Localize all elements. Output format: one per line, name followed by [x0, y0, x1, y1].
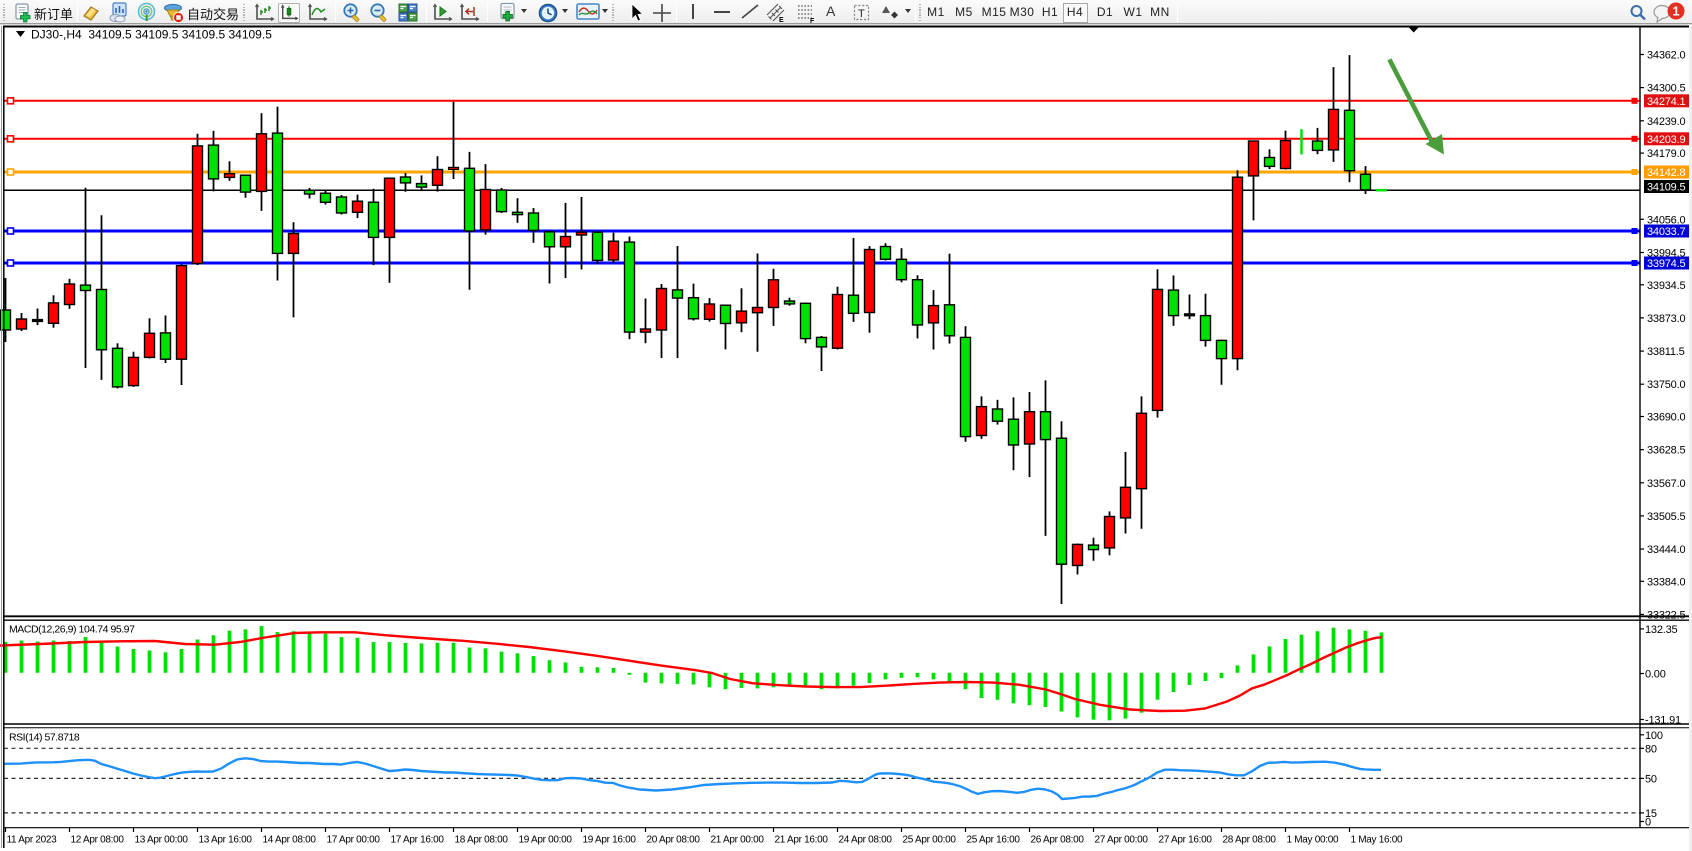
- svg-text:33444.0: 33444.0: [1647, 544, 1685, 556]
- svg-text:34203.9: 34203.9: [1647, 134, 1685, 146]
- svg-text:34362.0: 34362.0: [1647, 50, 1685, 62]
- svg-text:1 May 00:00: 1 May 00:00: [1287, 835, 1339, 846]
- svg-text:-131.91: -131.91: [1645, 715, 1681, 727]
- svg-text:21 Apr 16:00: 21 Apr 16:00: [775, 835, 829, 846]
- svg-text:33750.0: 33750.0: [1647, 379, 1685, 391]
- svg-text:E: E: [779, 17, 784, 24]
- svg-text:80: 80: [1645, 743, 1657, 755]
- svg-text:34056.0: 34056.0: [1647, 214, 1685, 226]
- svg-text:33567.0: 33567.0: [1647, 478, 1685, 490]
- svg-text:28 Apr 08:00: 28 Apr 08:00: [1223, 835, 1277, 846]
- svg-text:34300.5: 34300.5: [1647, 83, 1685, 95]
- svg-text:17 Apr 00:00: 17 Apr 00:00: [327, 835, 381, 846]
- svg-text:33628.5: 33628.5: [1647, 445, 1685, 457]
- svg-text:33384.0: 33384.0: [1647, 576, 1685, 588]
- svg-text:19 Apr 16:00: 19 Apr 16:00: [583, 835, 637, 846]
- svg-text:33690.0: 33690.0: [1647, 412, 1685, 424]
- svg-text:27 Apr 00:00: 27 Apr 00:00: [1095, 835, 1149, 846]
- svg-text:15: 15: [1645, 808, 1657, 820]
- svg-text:1 May 16:00: 1 May 16:00: [1351, 835, 1403, 846]
- svg-text:25 Apr 00:00: 25 Apr 00:00: [903, 835, 957, 846]
- svg-text:33811.5: 33811.5: [1647, 346, 1685, 358]
- svg-text:33974.5: 33974.5: [1647, 258, 1685, 270]
- svg-text:33873.0: 33873.0: [1647, 313, 1685, 325]
- svg-text:14 Apr 08:00: 14 Apr 08:00: [263, 835, 317, 846]
- svg-text:RSI(14) 57.8718: RSI(14) 57.8718: [9, 732, 80, 744]
- svg-text:33934.5: 33934.5: [1647, 280, 1685, 292]
- svg-text:17 Apr 16:00: 17 Apr 16:00: [391, 835, 445, 846]
- svg-text:34239.0: 34239.0: [1647, 116, 1685, 128]
- svg-text:18 Apr 08:00: 18 Apr 08:00: [455, 835, 509, 846]
- svg-text:11 Apr 2023: 11 Apr 2023: [7, 835, 58, 846]
- svg-text:21 Apr 00:00: 21 Apr 00:00: [711, 835, 765, 846]
- svg-text:33322.5: 33322.5: [1647, 609, 1685, 621]
- svg-text:F: F: [810, 18, 815, 24]
- svg-text:DJ30-,H4 34109.5 34109.5 3410: DJ30-,H4 34109.5 34109.5 34109.5 34109.5: [31, 28, 272, 42]
- svg-text:13 Apr 00:00: 13 Apr 00:00: [135, 835, 189, 846]
- svg-text:1: 1: [1672, 4, 1679, 19]
- svg-text:100: 100: [1645, 730, 1663, 742]
- svg-text:33505.5: 33505.5: [1647, 511, 1685, 523]
- svg-text:13 Apr 16:00: 13 Apr 16:00: [199, 835, 253, 846]
- svg-text:19 Apr 00:00: 19 Apr 00:00: [519, 835, 573, 846]
- svg-text:20 Apr 08:00: 20 Apr 08:00: [647, 835, 701, 846]
- svg-text:34109.5: 34109.5: [1647, 182, 1685, 194]
- svg-text:MACD(12,26,9) 104.74 95.97: MACD(12,26,9) 104.74 95.97: [9, 624, 135, 636]
- svg-text:12 Apr 08:00: 12 Apr 08:00: [71, 835, 125, 846]
- svg-text:34033.7: 34033.7: [1647, 226, 1685, 238]
- svg-text:24 Apr 08:00: 24 Apr 08:00: [839, 835, 893, 846]
- svg-text:34274.1: 34274.1: [1647, 96, 1685, 108]
- svg-text:132.35: 132.35: [1645, 624, 1678, 636]
- svg-text:34142.8: 34142.8: [1647, 167, 1685, 179]
- svg-text:34179.0: 34179.0: [1647, 148, 1685, 160]
- svg-text:27 Apr 16:00: 27 Apr 16:00: [1159, 835, 1213, 846]
- svg-text:0.00: 0.00: [1645, 669, 1666, 681]
- svg-text:50: 50: [1645, 773, 1657, 785]
- svg-text:0: 0: [1645, 817, 1651, 829]
- svg-text:26 Apr 08:00: 26 Apr 08:00: [1031, 835, 1085, 846]
- svg-text:25 Apr 16:00: 25 Apr 16:00: [967, 835, 1021, 846]
- svg-text:T: T: [858, 8, 865, 20]
